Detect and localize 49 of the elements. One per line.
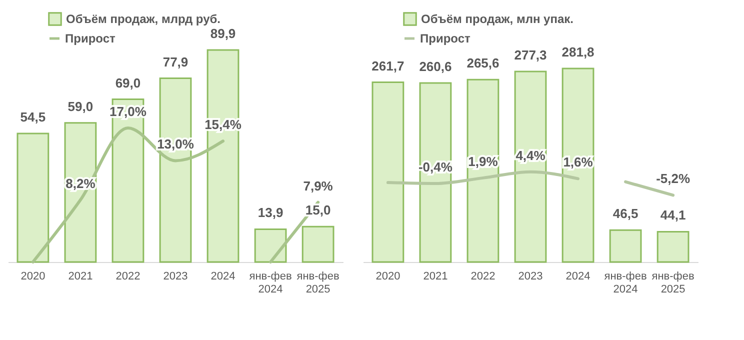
data-label: 69,0 xyxy=(115,75,141,90)
x-tick-label: 2020 xyxy=(376,270,400,282)
legend-label: Объём продаж, млн упак. xyxy=(421,12,574,26)
data-label: 89,9 xyxy=(210,26,236,41)
legend-label: Прирост xyxy=(65,32,116,46)
data-label: 13,9 xyxy=(258,205,284,220)
data-label: 260,6 xyxy=(419,59,452,74)
bar xyxy=(514,70,547,263)
data-label: 1,6% xyxy=(563,154,594,170)
legend-label: Объём продаж, млрд руб. xyxy=(66,12,221,26)
bar xyxy=(159,78,192,263)
x-tick-label: 2021 xyxy=(423,270,448,282)
bar xyxy=(419,82,452,263)
data-label: 54,5 xyxy=(20,109,46,124)
x-tick-label: 2022 xyxy=(116,270,140,282)
x-tick-label: 2020 xyxy=(20,270,46,282)
x-tick-label: 2021 xyxy=(68,270,93,282)
data-label: 44,1 xyxy=(660,208,686,223)
data-label: 7,9% xyxy=(303,178,334,194)
bar xyxy=(609,229,642,263)
data-label: 277,3 xyxy=(514,48,547,63)
x-tick-label: янв-фев 2025 xyxy=(652,270,694,296)
data-label: 77,9 xyxy=(162,54,188,70)
data-label: 265,6 xyxy=(466,56,500,71)
bar xyxy=(254,228,287,263)
legend-label: Прирост xyxy=(420,32,471,46)
data-label: 8,2% xyxy=(66,176,96,191)
data-label: 4,4% xyxy=(516,148,546,163)
data-label: 261,7 xyxy=(372,58,404,74)
x-tick-label: 2022 xyxy=(470,270,496,282)
x-tick-label: 2024 xyxy=(210,270,236,282)
bar xyxy=(562,68,594,263)
x-tick-label: 2023 xyxy=(518,270,543,282)
bar xyxy=(206,49,240,263)
data-label: 46,5 xyxy=(612,206,638,222)
x-tick-label: янв-фев 2024 xyxy=(604,270,647,296)
data-label: 281,8 xyxy=(562,44,594,60)
x-tick-label: 2023 xyxy=(163,270,188,282)
data-label: 59,0 xyxy=(68,98,94,114)
bar xyxy=(656,230,690,263)
bar xyxy=(16,132,50,263)
x-tick-label: 2024 xyxy=(566,270,590,282)
bar xyxy=(466,78,500,263)
x-tick-label: янв-фев 2024 xyxy=(249,270,292,296)
bar xyxy=(302,226,334,263)
data-label: -5,2% xyxy=(656,171,690,186)
data-label: 1,9% xyxy=(468,154,498,169)
bar xyxy=(372,82,404,263)
x-tick-label: янв-фев 2025 xyxy=(296,270,340,296)
